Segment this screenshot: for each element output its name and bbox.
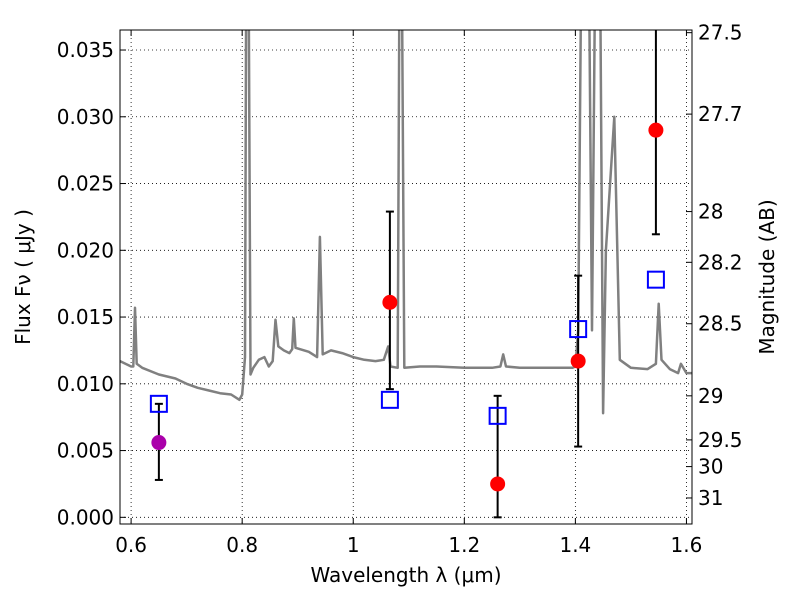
model-square-point xyxy=(380,390,399,409)
model-square-point xyxy=(646,270,665,289)
y2-tick-label: 27.5 xyxy=(698,21,743,45)
y2-tick-label: 30 xyxy=(698,455,723,479)
measured-flux-point xyxy=(648,122,664,138)
spectrum-line xyxy=(120,30,692,415)
grid xyxy=(120,30,692,524)
y-tick-label: 0.000 xyxy=(57,505,114,529)
plot-area xyxy=(120,30,692,519)
y-tick-label: 0.005 xyxy=(57,439,114,463)
model-square-point xyxy=(149,394,168,413)
x-tick-label: 1.2 xyxy=(448,533,480,557)
ticks xyxy=(120,30,692,524)
x-tick-label: 0.6 xyxy=(115,533,147,557)
x-tick-label: 1 xyxy=(347,533,360,557)
y-tick-label: 0.035 xyxy=(57,38,114,62)
y-tick-label: 0.030 xyxy=(57,105,114,129)
model-square-point xyxy=(488,406,507,425)
measured-flux-point xyxy=(382,294,398,310)
x-tick-label: 1.4 xyxy=(559,533,591,557)
y2-tick-label: 31 xyxy=(698,486,723,510)
y-tick-label: 0.010 xyxy=(57,372,114,396)
y2-tick-label: 28.2 xyxy=(698,250,743,274)
plot-frame xyxy=(119,29,693,525)
y2-tick-label: 29.5 xyxy=(698,428,743,452)
y2-tick-label: 28 xyxy=(698,200,723,224)
y-axis-title: Flux Fν ( μJy ) xyxy=(11,209,35,345)
measured-flux-point xyxy=(570,353,586,369)
y-tick-label: 0.020 xyxy=(57,238,114,262)
y2-tick-label: 29 xyxy=(698,384,723,408)
plot-background xyxy=(120,30,692,524)
x-tick-label: 1.6 xyxy=(671,533,703,557)
model-square-point xyxy=(569,320,588,339)
y2-tick-label: 28.5 xyxy=(698,312,743,336)
measured-flux-point xyxy=(151,435,167,451)
y2-axis-title: Magnitude (AB) xyxy=(755,199,779,354)
y-tick-label: 0.015 xyxy=(57,305,114,329)
y-tick-label: 0.025 xyxy=(57,172,114,196)
measured-flux-point xyxy=(490,476,506,492)
y2-tick-label: 27.7 xyxy=(698,102,743,126)
x-tick-label: 0.8 xyxy=(226,533,258,557)
x-axis-title: Wavelength λ (μm) xyxy=(310,563,501,587)
tick-labels: 0.6 0.8 1 1.2 1.4 1.6 0.000 0.005 0.010 0.015 0.02… xyxy=(57,21,743,557)
